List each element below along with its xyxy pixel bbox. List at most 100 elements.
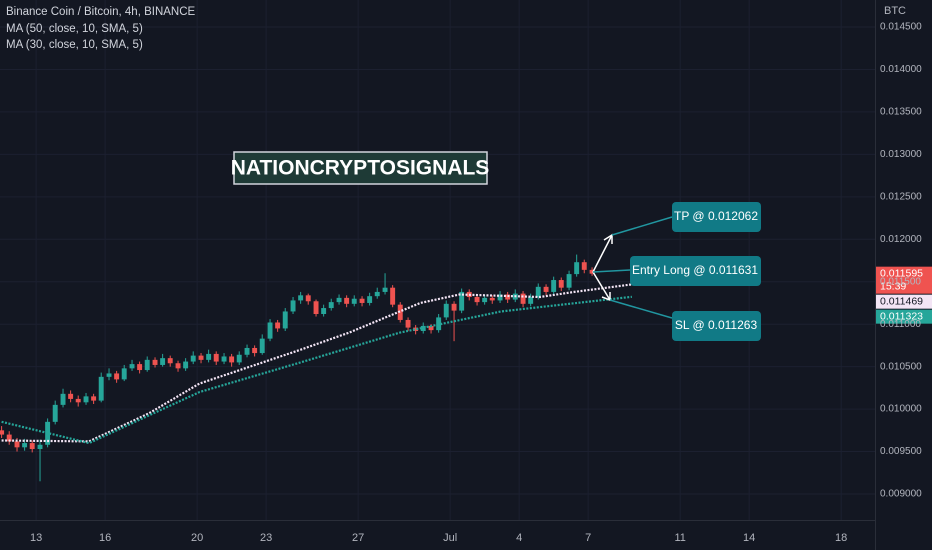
candle-body [106,373,112,377]
candle-body [129,364,135,369]
x-tick-label: 11 [674,532,685,544]
x-tick-label: 7 [585,532,591,544]
moving-average [1,283,633,443]
candle-body [282,311,288,329]
candle-body [152,359,158,365]
candle-body [29,443,35,450]
candle-body [83,396,89,403]
candle-body [14,441,20,448]
candle-body [221,356,227,362]
candle-body [443,303,449,318]
candle-body [451,303,457,311]
entry-label: Entry Long @ 0.011631 [632,263,758,277]
candle-body [160,358,166,365]
trade-arrows [592,216,673,319]
candle-body [98,376,104,401]
candle-body [121,368,127,380]
candle-body [482,297,488,303]
candle-body [321,308,327,315]
y-tick-label: 0.009500 [880,446,922,457]
sl-connector [609,299,673,319]
candle-body [298,295,304,301]
candle-body [137,364,143,371]
candle-body [405,319,411,328]
y-tick-label: 0.012500 [880,191,922,202]
candle-body [236,354,242,363]
candle-body [114,373,120,380]
x-tick-label: 4 [516,532,522,544]
candle-body [558,280,564,288]
x-tick-label: 27 [352,532,364,544]
candle-body [336,297,342,303]
candle-body [489,297,495,301]
x-tick-label: 20 [191,532,203,544]
x-tick-label: 14 [743,532,755,544]
legend-title: Binance Coin / Bitcoin, 4h, BINANCE [6,6,196,18]
candle-body [543,286,549,292]
candle-body [551,280,557,292]
candle-body [60,393,66,405]
candle-body [351,298,357,304]
annotations: TP @ 0.012062 Entry Long @ 0.011631 SL @… [630,202,761,341]
y-tick-label: 0.011500 [880,276,921,287]
candle-body [367,296,373,303]
plot [0,254,633,482]
legend-entry: MA (30, close, 10, SMA, 5) [6,39,143,51]
candle-body [22,443,28,448]
y-tick-label: 0.013000 [880,149,922,160]
candle-body [474,297,480,303]
tp-box [672,202,761,232]
watermark-box: NATIONCRYPTOSIGNALS [231,151,489,185]
sl-arrow [592,271,611,301]
candle-body [374,291,380,297]
candle-body [206,353,212,360]
moving-average [1,295,633,445]
tp-arrow [592,234,613,273]
y-tick-label: 0.010500 [880,361,922,372]
candle-body [267,322,273,339]
candle-body [382,287,388,292]
candle-body [497,294,503,301]
x-tick-label: 16 [99,532,111,544]
entry-connector [592,269,631,273]
candle-body [305,295,311,302]
ma-badge-label: 0.011323 [880,310,923,322]
ma-badge-label: 0.011469 [880,295,923,307]
candle-body [68,393,74,399]
candle-body [428,325,434,331]
candle-body [52,404,58,422]
candle-body [589,269,595,274]
candle-body [528,297,534,304]
candle-body [229,356,235,363]
y-tick-label: 0.014500 [880,22,922,33]
watermark-frame [233,151,488,185]
candle-body [175,363,181,369]
candle-body [535,286,541,298]
candle-body [313,301,319,315]
y-tick-label: 0.011000 [880,319,921,330]
candle-body [213,353,219,362]
candle-body [91,396,97,401]
candle-body [252,347,258,354]
y-tick-label: 0.010000 [880,404,922,415]
candle-body [420,325,426,331]
sl-label: SL @ 0.011263 [675,318,758,332]
legend: Binance Coin / Bitcoin, 4h, BINANCE MA (… [6,6,196,51]
ma-badge [876,294,932,309]
x-tick-label: 18 [835,532,847,544]
x-tick-label: 13 [30,532,42,544]
y-tick-label: 0.013500 [880,107,922,118]
x-tick-label: Jul [443,532,457,544]
candle-body [259,338,265,354]
candle-body [6,434,12,442]
tp-connector [611,216,673,236]
candle-body [344,297,350,304]
entry-box [630,256,761,286]
candle-body [244,347,250,355]
countdown-label: 15:39 [880,280,906,292]
ma-badge [876,309,932,324]
candle-body [413,327,419,331]
